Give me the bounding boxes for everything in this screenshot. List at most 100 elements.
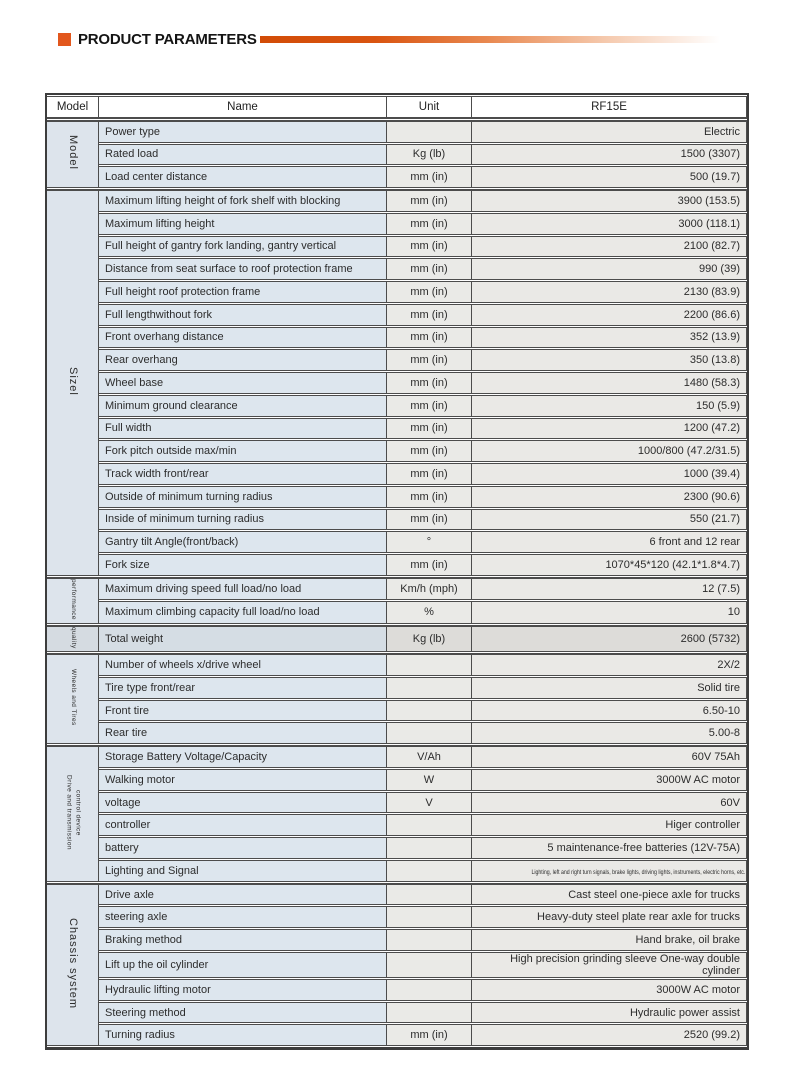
param-unit: Km/h (mph) (387, 576, 472, 601)
table-row: Wheel base mm (in) 1480 (58.3) (47, 372, 747, 394)
param-unit: mm (in) (387, 372, 472, 394)
param-name: Maximum lifting height of fork shelf wit… (99, 189, 387, 212)
param-unit (387, 882, 472, 906)
product-parameters-table: Model Name Unit RF15E Model Power type Ele… (45, 93, 749, 1051)
param-value: 5.00-8 (472, 722, 747, 745)
table-row: Outside of minimum turning radius mm (in)… (47, 485, 747, 508)
param-unit (387, 906, 472, 929)
param-name: Inside of minimum turning radius (99, 508, 387, 531)
table-row: steering axle Heavy-duty steel plate rear… (47, 906, 747, 929)
table-row: Drive and transmission control device Sto… (47, 745, 747, 882)
param-unit: mm (in) (387, 440, 472, 462)
param-unit (387, 676, 472, 699)
param-unit: mm (in) (387, 394, 472, 417)
group-label-wheels-and-tires: Wheels and Tires (47, 653, 99, 745)
param-unit (387, 722, 472, 745)
table-row: Lighting and Signal Lighting, left and ri… (47, 859, 747, 882)
param-value: 2600 (5732) (472, 624, 747, 653)
gradient-rule-bar (259, 36, 720, 43)
param-name: Fork size (99, 554, 387, 576)
param-value: 1070*45*120 (42.1*1.8*4.7) (472, 554, 747, 576)
param-value: Electric (472, 119, 747, 143)
table-row: quality Total weight Kg (lb) 2600 (5732) (47, 624, 747, 653)
param-unit: mm (in) (387, 281, 472, 303)
table-row: Fork size mm (in) 1070*45*120 (42.1*1.8*4.… (47, 554, 747, 576)
param-value: 500 (19.7) (472, 166, 747, 188)
group-label-chassis-system: Chassis system (47, 882, 99, 1047)
col-header-name: Name (99, 96, 387, 119)
group-label-quality: quality (47, 624, 99, 653)
param-unit: V (387, 791, 472, 814)
table-row: Chassis system Drive axle Cast steel one-p… (47, 882, 747, 1047)
table-row: Maximum lifting height mm (in) 3000 (118.1… (47, 212, 747, 235)
param-unit: mm (in) (387, 326, 472, 349)
param-unit: mm (in) (387, 463, 472, 485)
param-unit: Kg (lb) (387, 624, 472, 653)
param-unit: ° (387, 531, 472, 553)
param-name: Number of wheels x/drive wheel (99, 653, 387, 676)
table-row: Front tire 6.50-10 (47, 699, 747, 722)
table-row: Braking method Hand brake, oil brake (47, 929, 747, 951)
param-unit: mm (in) (387, 1024, 472, 1047)
param-value: 550 (21.7) (472, 508, 747, 531)
param-name: Wheel base (99, 372, 387, 394)
orange-square-icon (58, 33, 71, 46)
param-value: 352 (13.9) (472, 326, 747, 349)
table-row: Steering method Hydraulic power assist (47, 1001, 747, 1024)
param-value: 990 (39) (472, 258, 747, 280)
table-row: controller Higer controller (47, 814, 747, 837)
param-value: 3900 (153.5) (472, 189, 747, 212)
parameters-table-wrapper: Model Name Unit RF15E Model Power type Ele… (45, 93, 749, 1051)
table-header-row: Model Name Unit RF15E (47, 96, 747, 119)
table-row: Minimum ground clearance mm (in) 150 (5.9) (47, 394, 747, 417)
table-row: Lift up the oil cylinder High precision g… (47, 951, 747, 978)
param-name: Braking method (99, 929, 387, 951)
param-name: Full height roof protection frame (99, 281, 387, 303)
param-value: 2100 (82.7) (472, 235, 747, 258)
param-name: Distance from seat surface to roof prote… (99, 258, 387, 280)
param-value: 6.50-10 (472, 699, 747, 722)
param-value: 350 (13.8) (472, 349, 747, 371)
param-name: Outside of minimum turning radius (99, 485, 387, 508)
table-row: Full height of gantry fork landing, gant… (47, 235, 747, 258)
group-label-performance: performance (47, 576, 99, 624)
param-unit: mm (in) (387, 508, 472, 531)
param-name: Front tire (99, 699, 387, 722)
table-row: Tire type front/rear Solid tire (47, 676, 747, 699)
param-value: 5 maintenance-free batteries (12V-75A) (472, 837, 747, 859)
param-value: 3000W AC motor (472, 768, 747, 791)
param-name: Steering method (99, 1001, 387, 1024)
param-value: 2300 (90.6) (472, 485, 747, 508)
page-title: PRODUCT PARAMETERS (78, 31, 257, 48)
param-unit (387, 837, 472, 859)
param-name: Rear tire (99, 722, 387, 745)
param-value: 2520 (99.2) (472, 1024, 747, 1047)
table-row: performance Maximum driving speed full lo… (47, 576, 747, 624)
table-row: Model Power type Electric (47, 119, 747, 188)
param-name: Rear overhang (99, 349, 387, 371)
table-row: battery 5 maintenance-free batteries (12V… (47, 837, 747, 859)
table-row: Full lengthwithout fork mm (in) 2200 (86.6… (47, 303, 747, 326)
param-value: 1200 (47.2) (472, 417, 747, 440)
param-name: steering axle (99, 906, 387, 929)
table-row: voltage V 60V (47, 791, 747, 814)
param-name: Track width front/rear (99, 463, 387, 485)
param-unit: % (387, 601, 472, 624)
param-name: Front overhang distance (99, 326, 387, 349)
table-row: Turning radius mm (in) 2520 (99.2) (47, 1024, 747, 1047)
param-unit: mm (in) (387, 189, 472, 212)
param-unit: mm (in) (387, 212, 472, 235)
table-row: Distance from seat surface to roof prote… (47, 258, 747, 280)
param-name: Maximum lifting height (99, 212, 387, 235)
group-label-drive-and-transmission: Drive and transmission control device (47, 745, 99, 882)
table-row: Sizel Maximum lifting height of fork shel… (47, 189, 747, 576)
col-header-unit: Unit (387, 96, 472, 119)
param-unit: W (387, 768, 472, 791)
param-value: 10 (472, 601, 747, 624)
param-name: Power type (99, 119, 387, 143)
param-value: Hydraulic power assist (472, 1001, 747, 1024)
param-name: controller (99, 814, 387, 837)
param-name: voltage (99, 791, 387, 814)
param-unit: V/Ah (387, 745, 472, 768)
param-value: 60V (472, 791, 747, 814)
